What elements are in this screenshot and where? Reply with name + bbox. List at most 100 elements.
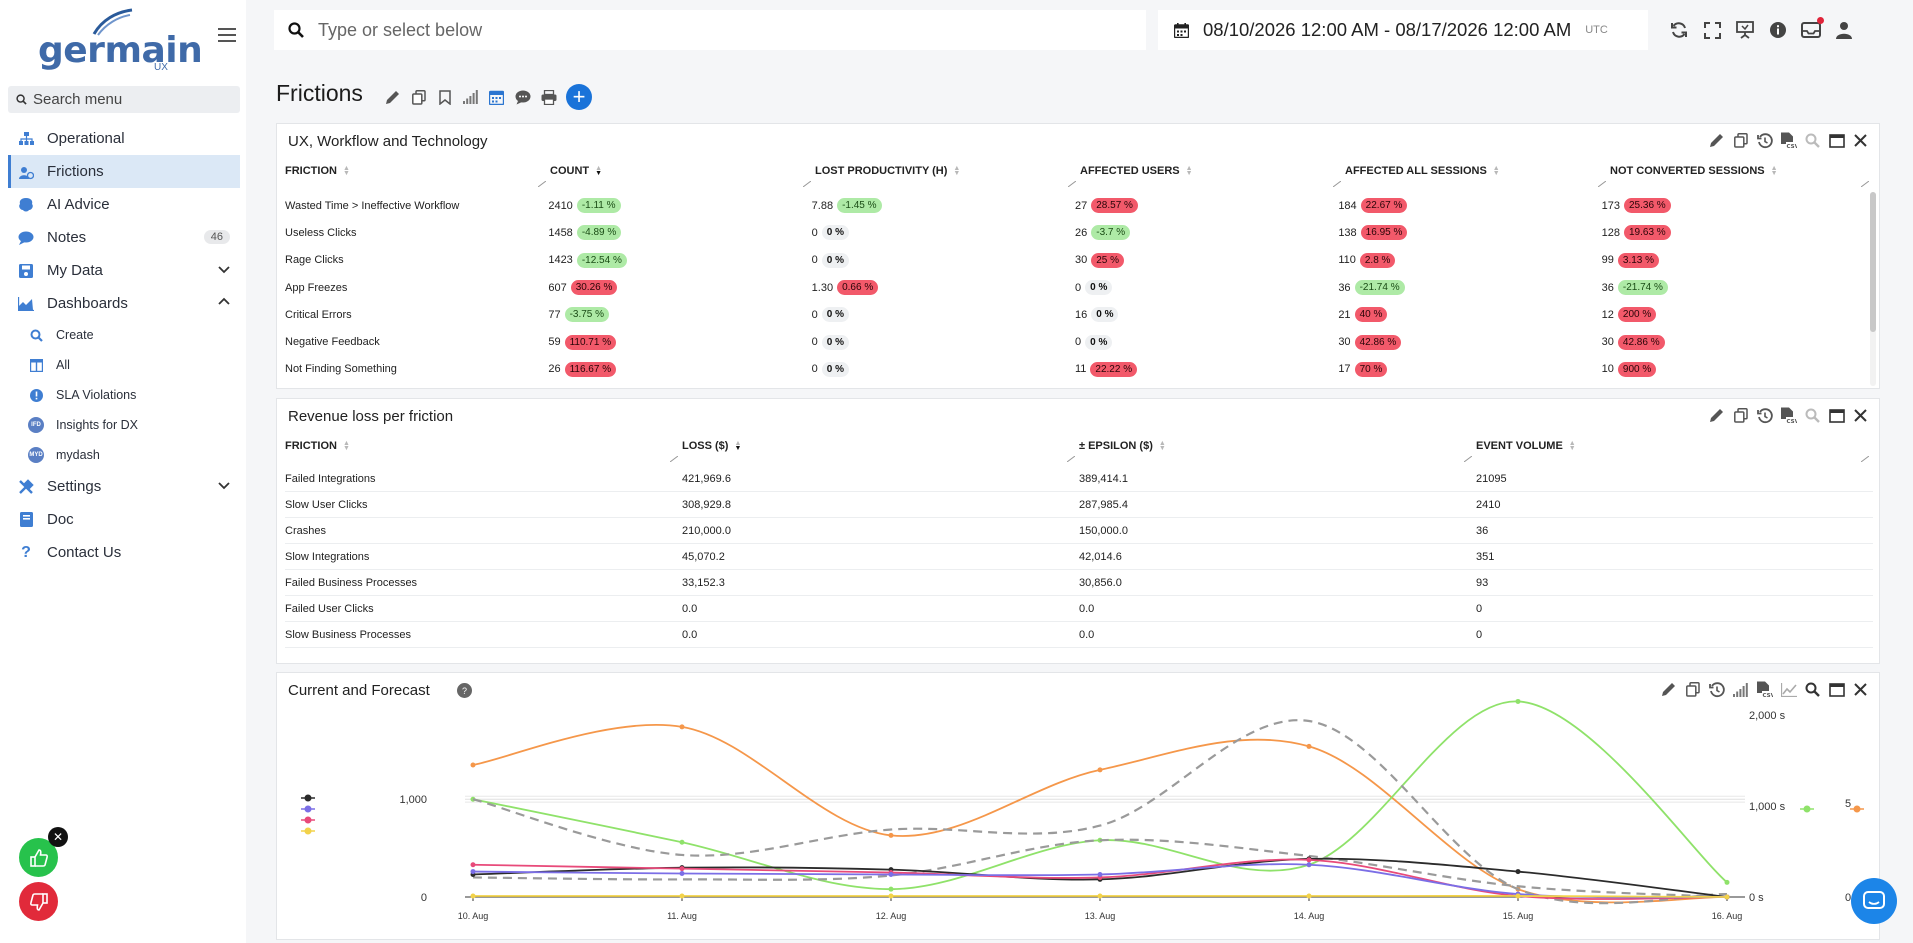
table-row[interactable]: Slow Business Processes 0.0 0.0 0 — [285, 622, 1873, 648]
chat-support-button[interactable] — [1851, 878, 1897, 924]
resize-grip-icon[interactable] — [1861, 456, 1869, 462]
sidebar-item-frictions[interactable]: Frictions — [8, 155, 240, 188]
data-point[interactable] — [679, 871, 685, 877]
data-point[interactable] — [1306, 893, 1312, 899]
presentation-icon[interactable] — [1734, 19, 1756, 41]
data-point[interactable] — [1097, 767, 1103, 773]
table-row[interactable]: Negative Feedback 59 110.71 % 0 0 % 0 0 % 30 42.… — [285, 328, 1865, 355]
resize-grip-icon[interactable] — [538, 181, 546, 187]
data-point[interactable] — [1515, 893, 1521, 899]
sort-icon[interactable]: ▲ ▼ — [1158, 440, 1166, 452]
data-point[interactable] — [1306, 743, 1312, 749]
table-row[interactable]: Failed Integrations 421,969.6 389,414.1 210… — [285, 466, 1873, 492]
sidebar-item-dashboards[interactable]: Dashboards — [8, 287, 240, 320]
fullscreen-icon[interactable] — [1701, 19, 1723, 41]
history-icon[interactable] — [1756, 407, 1773, 424]
sidebar-item-contact-us[interactable]: ? Contact Us — [8, 536, 240, 569]
table-row[interactable]: App Freezes 607 30.26 % 1.30 0.66 % 0 0 % 36 -21… — [285, 274, 1865, 301]
resize-grip-icon[interactable] — [670, 456, 678, 462]
forecast-line-chart[interactable]: 0 1,000 0 s 1,000 s 2,000 s 0 5 10. Aug 11. Aug 1… — [277, 673, 1881, 941]
table-row[interactable]: Useless Clicks 1458 -4.89 % 0 0 % 26 -3.7 % 138… — [285, 219, 1865, 246]
line-chart-icon[interactable] — [1780, 681, 1797, 698]
calendar-icon[interactable] — [488, 89, 505, 106]
series-line-gray-dashed[interactable] — [472, 838, 1728, 899]
data-point[interactable] — [888, 893, 894, 899]
data-point[interactable] — [470, 862, 476, 868]
column-header-not-converted-sessions[interactable]: NOT CONVERTED SESSIONS ▲ ▼ — [1610, 165, 1873, 187]
table-row[interactable]: Slow User Clicks 308,929.8 287,985.4 2410 — [285, 492, 1873, 518]
comment-icon[interactable] — [514, 89, 531, 106]
data-point[interactable] — [1724, 879, 1730, 885]
sidebar-sub-create[interactable]: Create — [8, 320, 240, 350]
sort-icon[interactable]: ▲ ▼ — [1770, 165, 1778, 177]
sidebar-sub-mydash[interactable]: MYD mydash — [8, 440, 240, 470]
bookmark-icon[interactable] — [436, 89, 453, 106]
signal-bars-icon[interactable] — [462, 89, 479, 106]
sort-desc-icon[interactable]: ▲ ▼ — [734, 440, 742, 452]
zoom-icon[interactable] — [1804, 681, 1821, 698]
table-row[interactable]: Failed Business Processes 33,152.3 30,856.… — [285, 570, 1873, 596]
data-point[interactable] — [888, 832, 894, 838]
edit-icon[interactable] — [1708, 407, 1725, 424]
sort-icon[interactable]: ▲ ▼ — [1185, 165, 1193, 177]
column-header-event-volume[interactable]: EVENT VOLUME ▲ ▼ — [1476, 440, 1873, 462]
inbox-icon[interactable] — [1800, 17, 1824, 41]
table-row[interactable]: Failed User Clicks 0.0 0.0 0 — [285, 596, 1873, 622]
copy-icon[interactable] — [410, 89, 427, 106]
maximize-icon[interactable] — [1828, 681, 1845, 698]
resize-grip-icon[interactable] — [1068, 181, 1076, 187]
ux-grid-scrollbar[interactable] — [1870, 192, 1876, 386]
add-widget-button[interactable]: + — [566, 84, 592, 110]
history-icon[interactable] — [1756, 132, 1773, 149]
copy-icon[interactable] — [1684, 681, 1701, 698]
chevron-down-icon[interactable] — [218, 263, 230, 275]
scroll-thumb[interactable] — [1870, 192, 1876, 332]
series-line-gray-dashed[interactable] — [472, 719, 1728, 905]
edit-icon[interactable] — [1660, 681, 1677, 698]
sort-icon[interactable]: ▲ ▼ — [1568, 440, 1576, 452]
user-account-icon[interactable] — [1833, 19, 1855, 41]
sidebar-sub-insights-dx[interactable]: IFD Insights for DX — [8, 410, 240, 440]
sidebar-search[interactable] — [8, 86, 240, 113]
data-point[interactable] — [1306, 857, 1312, 863]
edit-icon[interactable] — [384, 89, 401, 106]
column-header-affected-all-sessions[interactable]: AFFECTED ALL SESSIONS ▲ ▼ — [1345, 165, 1610, 187]
sort-icon[interactable]: ▲ ▼ — [342, 440, 350, 452]
close-icon[interactable] — [1852, 407, 1869, 424]
copy-icon[interactable] — [1732, 407, 1749, 424]
data-point[interactable] — [1097, 893, 1103, 899]
close-feedback-icon[interactable]: ✕ — [48, 827, 68, 847]
csv-export-icon[interactable]: CSV — [1780, 407, 1797, 424]
close-icon[interactable] — [1852, 681, 1869, 698]
menu-toggle-icon[interactable] — [218, 28, 236, 44]
sidebar-item-ai-advice[interactable]: AI Advice — [8, 188, 240, 221]
column-header-count[interactable]: COUNT ▲ ▼ — [550, 165, 815, 187]
history-icon[interactable] — [1708, 681, 1725, 698]
chevron-down-icon[interactable] — [218, 479, 230, 491]
help-icon[interactable]: ? — [457, 683, 472, 698]
global-search-input[interactable] — [318, 19, 1098, 41]
sidebar-item-my-data[interactable]: My Data — [8, 254, 240, 287]
chevron-up-icon[interactable] — [218, 296, 230, 308]
table-row[interactable]: Critical Errors 77 -3.75 % 0 0 % 16 0 % 21 40 % 1… — [285, 301, 1865, 328]
germain-logo[interactable]: germain UX — [34, 8, 203, 73]
column-header-affected-users[interactable]: AFFECTED USERS ▲ ▼ — [1080, 165, 1345, 187]
data-point[interactable] — [470, 869, 476, 875]
maximize-icon[interactable] — [1828, 132, 1845, 149]
column-header-friction[interactable]: FRICTION ▲ ▼ — [285, 165, 550, 187]
resize-grip-icon[interactable] — [1464, 456, 1472, 462]
data-point[interactable] — [1097, 872, 1103, 878]
csv-export-icon[interactable]: CSV — [1756, 681, 1773, 698]
sort-icon[interactable]: ▲ ▼ — [342, 165, 350, 177]
table-row[interactable]: Crashes 210,000.0 150,000.0 36 — [285, 518, 1873, 544]
resize-grip-icon[interactable] — [1067, 456, 1075, 462]
copy-icon[interactable] — [1732, 132, 1749, 149]
column-header-epsilon[interactable]: ± EPSILON ($) ▲ ▼ — [1079, 440, 1476, 462]
print-icon[interactable] — [540, 89, 557, 106]
data-point[interactable] — [679, 893, 685, 899]
column-header-friction[interactable]: FRICTION ▲ ▼ — [285, 440, 682, 462]
table-row[interactable]: Rage Clicks 1423 -12.54 % 0 0 % 30 25 % 110 2.8 … — [285, 247, 1865, 274]
thumbs-down-feedback-button[interactable] — [19, 882, 58, 921]
sidebar-item-doc[interactable]: Doc — [8, 503, 240, 536]
sidebar-item-operational[interactable]: Operational — [8, 122, 240, 155]
